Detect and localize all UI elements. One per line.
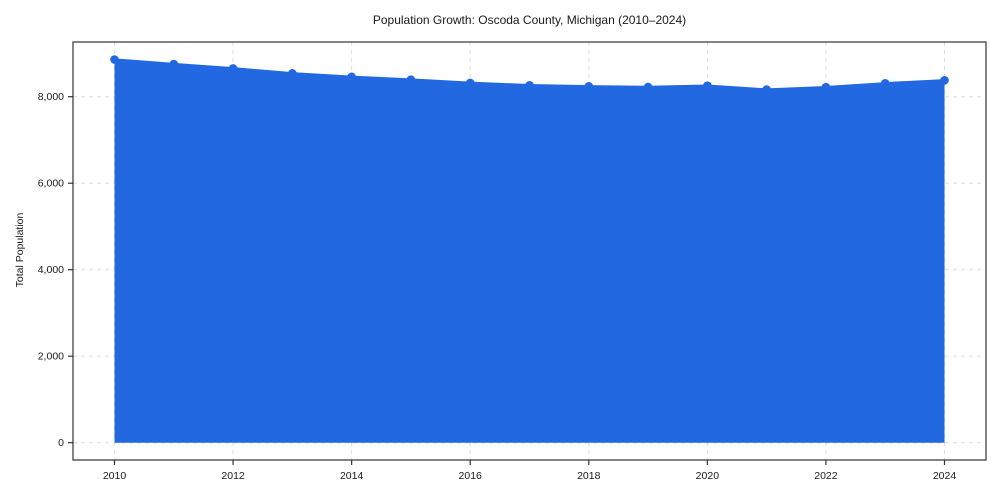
y-tick-label: 0: [58, 437, 64, 449]
x-tick-label: 2012: [221, 470, 245, 482]
x-tick-label: 2018: [577, 470, 601, 482]
data-point: [228, 64, 238, 73]
data-point: [465, 78, 475, 88]
data-point: [525, 80, 534, 90]
data-point: [940, 75, 949, 85]
data-point: [406, 75, 416, 84]
y-tick-label: 6,000: [38, 178, 64, 190]
data-point: [288, 69, 297, 78]
plot-border: [72, 41, 987, 461]
data-point: [703, 81, 712, 90]
x-tick-label: 2024: [933, 470, 957, 482]
data-point: [169, 59, 179, 69]
data-point: [347, 72, 356, 82]
chart-title: Population Growth: Oscoda County, Michig…: [372, 13, 687, 27]
y-tick-label: 4,000: [38, 264, 64, 276]
data-point: [110, 55, 119, 64]
x-tick-label: 2016: [459, 470, 483, 482]
data-point: [821, 82, 831, 92]
data-point: [643, 82, 653, 92]
x-tick-label: 2014: [340, 470, 364, 482]
area-fill: [114, 59, 945, 443]
y-tick-label: 2,000: [38, 351, 64, 363]
data-point: [880, 79, 890, 88]
data-point: [762, 85, 771, 94]
x-tick-label: 2010: [103, 470, 127, 482]
x-tick-label: 2022: [814, 470, 838, 482]
x-tick-label: 2020: [696, 470, 720, 482]
y-tick-label: 8,000: [38, 91, 64, 103]
data-point: [584, 82, 594, 91]
